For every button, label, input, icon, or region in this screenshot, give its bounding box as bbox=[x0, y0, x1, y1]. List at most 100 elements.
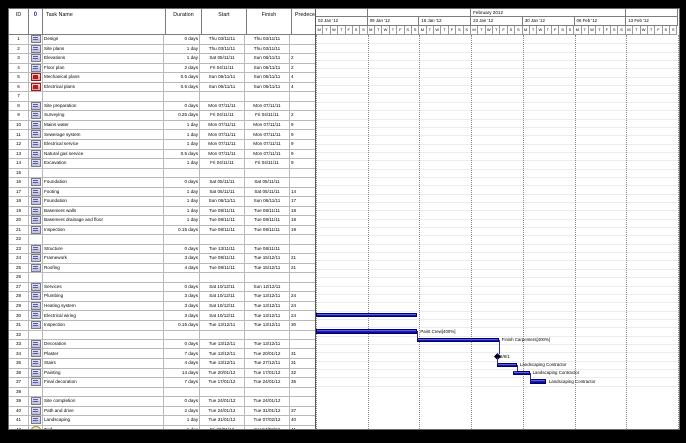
row-start-cell[interactable]: Tue 17/01/12 bbox=[199, 377, 245, 388]
row-duration-cell[interactable]: 3 days bbox=[163, 310, 200, 321]
row-predecessors-cell[interactable]: 2 bbox=[289, 63, 315, 74]
row-duration-cell[interactable]: 7 days bbox=[163, 348, 200, 360]
table-row[interactable]: 12 Electrical service 1 day Mon 07/11/11 Mon… bbox=[9, 139, 315, 150]
row-duration-cell[interactable]: 0.5 days bbox=[163, 72, 200, 83]
table-row[interactable]: 21 Inspection 0.15 days Tue 08/11/11 Tue 08/… bbox=[9, 225, 315, 236]
row-finish-cell[interactable]: Tue 27/12/11 bbox=[244, 358, 290, 369]
table-row[interactable]: 41 Landscaping 1 day Tue 31/01/12 Tue 07/02/… bbox=[9, 415, 315, 426]
row-finish-cell[interactable]: Tue 15/12/11 bbox=[244, 253, 290, 264]
row-predecessors-cell[interactable]: 37 bbox=[289, 406, 315, 417]
row-predecessors-cell[interactable]: 40 bbox=[289, 415, 315, 426]
row-duration-cell[interactable]: 14 days bbox=[163, 368, 200, 379]
table-row[interactable]: 27 Services 0 days Sat 10/12/11 Sun 12/12/11 bbox=[9, 282, 315, 293]
col-header-id[interactable]: ID bbox=[9, 9, 29, 35]
row-finish-cell[interactable]: Sun 12/12/11 bbox=[244, 282, 290, 293]
row-start-cell[interactable]: Sat 05/11/11 bbox=[199, 177, 245, 188]
col-header-finish[interactable]: Finish bbox=[246, 9, 292, 35]
row-task-name-cell[interactable]: Floor plan bbox=[42, 63, 164, 74]
table-row[interactable]: 40 Path and drive 2 days Tue 24/01/12 Tue 31… bbox=[9, 406, 315, 417]
row-predecessors-cell[interactable]: 32 bbox=[289, 368, 315, 379]
row-finish-cell[interactable]: Sun 06/11/11 bbox=[244, 196, 290, 207]
row-start-cell[interactable]: Sat 05/11/11 bbox=[199, 187, 245, 198]
row-finish-cell[interactable]: Mon 07/11/11 bbox=[244, 139, 290, 150]
row-indicator-cell[interactable] bbox=[28, 187, 43, 198]
table-row[interactable]: 13 Natural gas service 0.5 days Mon 07/11/1… bbox=[9, 149, 315, 160]
row-finish-cell[interactable] bbox=[244, 91, 290, 102]
row-start-cell[interactable]: Sat 10/12/11 bbox=[199, 282, 245, 293]
row-indicator-cell[interactable] bbox=[28, 120, 43, 131]
row-predecessors-cell[interactable] bbox=[289, 234, 315, 245]
row-finish-cell[interactable]: Tue 13/12/11 bbox=[244, 291, 290, 302]
table-row[interactable]: 20 Basement drainage and floor 1 day Tue 08… bbox=[9, 215, 315, 226]
row-indicator-cell[interactable] bbox=[28, 396, 43, 407]
row-indicator-cell[interactable] bbox=[28, 244, 43, 255]
row-predecessors-cell[interactable]: 18 bbox=[289, 206, 315, 217]
row-task-name-cell[interactable]: Electrical plans bbox=[42, 82, 164, 93]
table-row[interactable]: 35 Stairs 4 days Tue 13/12/11 Tue 27/12/11 31… bbox=[9, 358, 315, 369]
table-row[interactable]: 30 Electrical wiring 3 days Sat 10/12/11 Tue… bbox=[9, 310, 315, 321]
row-predecessors-cell[interactable] bbox=[289, 272, 315, 283]
row-start-cell[interactable] bbox=[199, 330, 245, 340]
row-finish-cell[interactable] bbox=[244, 168, 290, 179]
table-row[interactable]: 38 bbox=[9, 387, 315, 398]
row-start-cell[interactable]: Sat 05/11/11 bbox=[199, 53, 245, 64]
row-predecessors-cell[interactable]: 9 bbox=[289, 158, 315, 169]
row-finish-cell[interactable]: Tue 31/01/12 bbox=[244, 406, 290, 417]
row-duration-cell[interactable]: 0.5 days bbox=[163, 82, 200, 93]
row-duration-cell[interactable]: 0.25 days bbox=[163, 110, 200, 121]
row-task-name-cell[interactable] bbox=[42, 168, 164, 179]
row-start-cell[interactable] bbox=[199, 387, 245, 398]
row-predecessors-cell[interactable] bbox=[289, 44, 315, 55]
row-start-cell[interactable] bbox=[199, 91, 245, 102]
table-row[interactable]: 5 Mechanical plans 0.5 days Sun 06/11/11 Sun… bbox=[9, 72, 315, 83]
row-indicator-cell[interactable] bbox=[28, 425, 43, 429]
row-finish-cell[interactable]: Tue 15/12/11 bbox=[244, 263, 290, 274]
gantt-bar[interactable] bbox=[316, 329, 418, 334]
row-start-cell[interactable]: Tue 08/11/11 bbox=[199, 253, 245, 264]
col-header-indicators[interactable]: 0 bbox=[28, 9, 43, 35]
row-indicator-cell[interactable] bbox=[28, 301, 43, 312]
row-id-cell[interactable]: 3 bbox=[9, 53, 29, 64]
row-duration-cell[interactable]: 1 day bbox=[163, 158, 200, 169]
row-indicator-cell[interactable] bbox=[28, 129, 43, 140]
row-predecessors-cell[interactable] bbox=[289, 330, 315, 340]
row-id-cell[interactable]: 28 bbox=[9, 291, 29, 302]
row-duration-cell[interactable]: 2 days bbox=[163, 406, 200, 417]
row-id-cell[interactable]: 38 bbox=[9, 387, 29, 398]
row-start-cell[interactable]: Tue 20/01/12 bbox=[199, 368, 245, 379]
table-row[interactable]: 2 Site plans 1 day Thu 03/11/11 Thu 03/11/11… bbox=[9, 44, 315, 55]
gantt-bar[interactable] bbox=[513, 371, 530, 376]
row-finish-cell[interactable]: Sat 05/11/11 bbox=[244, 177, 290, 188]
row-start-cell[interactable]: Mon 07/11/11 bbox=[199, 101, 245, 112]
row-finish-cell[interactable]: Tue 08/11/11 bbox=[244, 215, 290, 226]
row-start-cell[interactable]: Sat 10/12/11 bbox=[199, 310, 245, 321]
row-start-cell[interactable] bbox=[199, 272, 245, 283]
row-predecessors-cell[interactable]: 24 bbox=[289, 310, 315, 321]
row-predecessors-cell[interactable] bbox=[289, 339, 315, 350]
row-start-cell[interactable]: Fri 04/11/11 bbox=[199, 110, 245, 121]
row-indicator-cell[interactable] bbox=[28, 253, 43, 264]
row-predecessors-cell[interactable]: 4 bbox=[289, 82, 315, 93]
row-finish-cell[interactable] bbox=[244, 272, 290, 283]
gantt-bar[interactable] bbox=[529, 379, 546, 384]
row-task-name-cell[interactable]: Site plans bbox=[42, 44, 164, 55]
row-task-name-cell[interactable] bbox=[42, 272, 164, 283]
row-id-cell[interactable]: 16 bbox=[9, 177, 29, 188]
row-indicator-cell[interactable] bbox=[28, 149, 43, 160]
row-predecessors-cell[interactable]: 24 bbox=[289, 291, 315, 302]
row-duration-cell[interactable]: 0 days bbox=[163, 244, 200, 255]
row-duration-cell[interactable]: 7 days bbox=[163, 377, 200, 388]
row-indicator-cell[interactable] bbox=[28, 225, 43, 236]
row-duration-cell[interactable]: 0 days bbox=[163, 339, 200, 350]
row-predecessors-cell[interactable]: 21 bbox=[289, 263, 315, 274]
row-id-cell[interactable]: 7 bbox=[9, 91, 29, 102]
row-indicator-cell[interactable] bbox=[28, 91, 43, 102]
row-start-cell[interactable]: Mon 07/11/11 bbox=[199, 149, 245, 160]
table-row[interactable]: 1 Design 0 days Thu 03/11/11 Thu 03/11/11 bbox=[9, 35, 315, 45]
row-indicator-cell[interactable] bbox=[28, 82, 43, 93]
row-finish-cell[interactable]: Tue 13/12/11 bbox=[244, 339, 290, 350]
row-id-cell[interactable]: 13 bbox=[9, 149, 29, 160]
row-task-name-cell[interactable]: Turf bbox=[42, 425, 164, 429]
timescale[interactable]: February 2012 02 Jan '12 09 Jan '12 16 Jan… bbox=[316, 9, 679, 35]
